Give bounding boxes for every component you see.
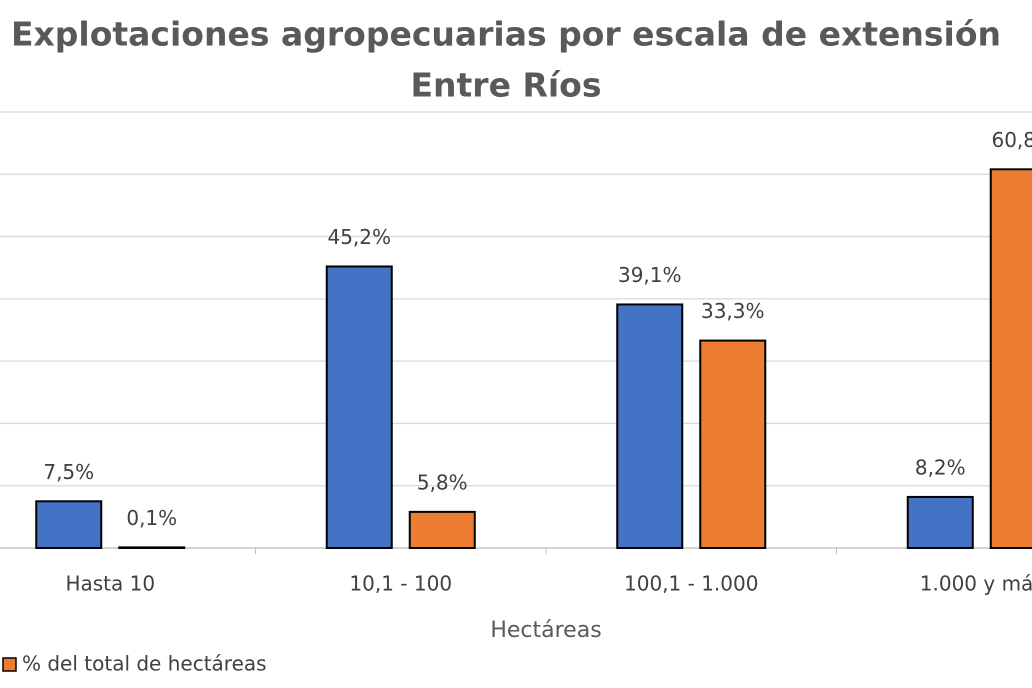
value-label: 60,8% xyxy=(991,128,1032,152)
bar xyxy=(989,168,1032,549)
bar xyxy=(906,495,974,550)
bar xyxy=(118,546,186,549)
value-label: 45,2% xyxy=(327,225,391,249)
value-label: 39,1% xyxy=(618,263,682,287)
x-axis-title: Hectáreas xyxy=(490,618,601,643)
value-label: 0,1% xyxy=(126,506,177,530)
x-tick-label: 100,1 - 1.000 xyxy=(624,572,758,596)
x-tick-label: Hasta 10 xyxy=(65,572,155,596)
value-label: 7,5% xyxy=(43,460,94,484)
value-label: 33,3% xyxy=(701,299,765,323)
bar xyxy=(35,500,103,549)
bar xyxy=(408,510,476,550)
bar xyxy=(325,265,393,549)
chart-subtitle: Entre Ríos xyxy=(411,66,602,105)
x-tick-label: 1.000 y más xyxy=(920,572,1032,596)
x-tick-label: 10,1 - 100 xyxy=(349,572,452,596)
legend-label: % del total de hectáreas xyxy=(22,652,267,676)
legend-swatch xyxy=(2,657,17,672)
value-label: 8,2% xyxy=(915,455,966,479)
value-label: 5,8% xyxy=(417,470,468,494)
bar xyxy=(699,339,767,549)
bar xyxy=(616,303,684,549)
chart-title: Explotaciones agropecuarias por escala d… xyxy=(11,15,1001,54)
